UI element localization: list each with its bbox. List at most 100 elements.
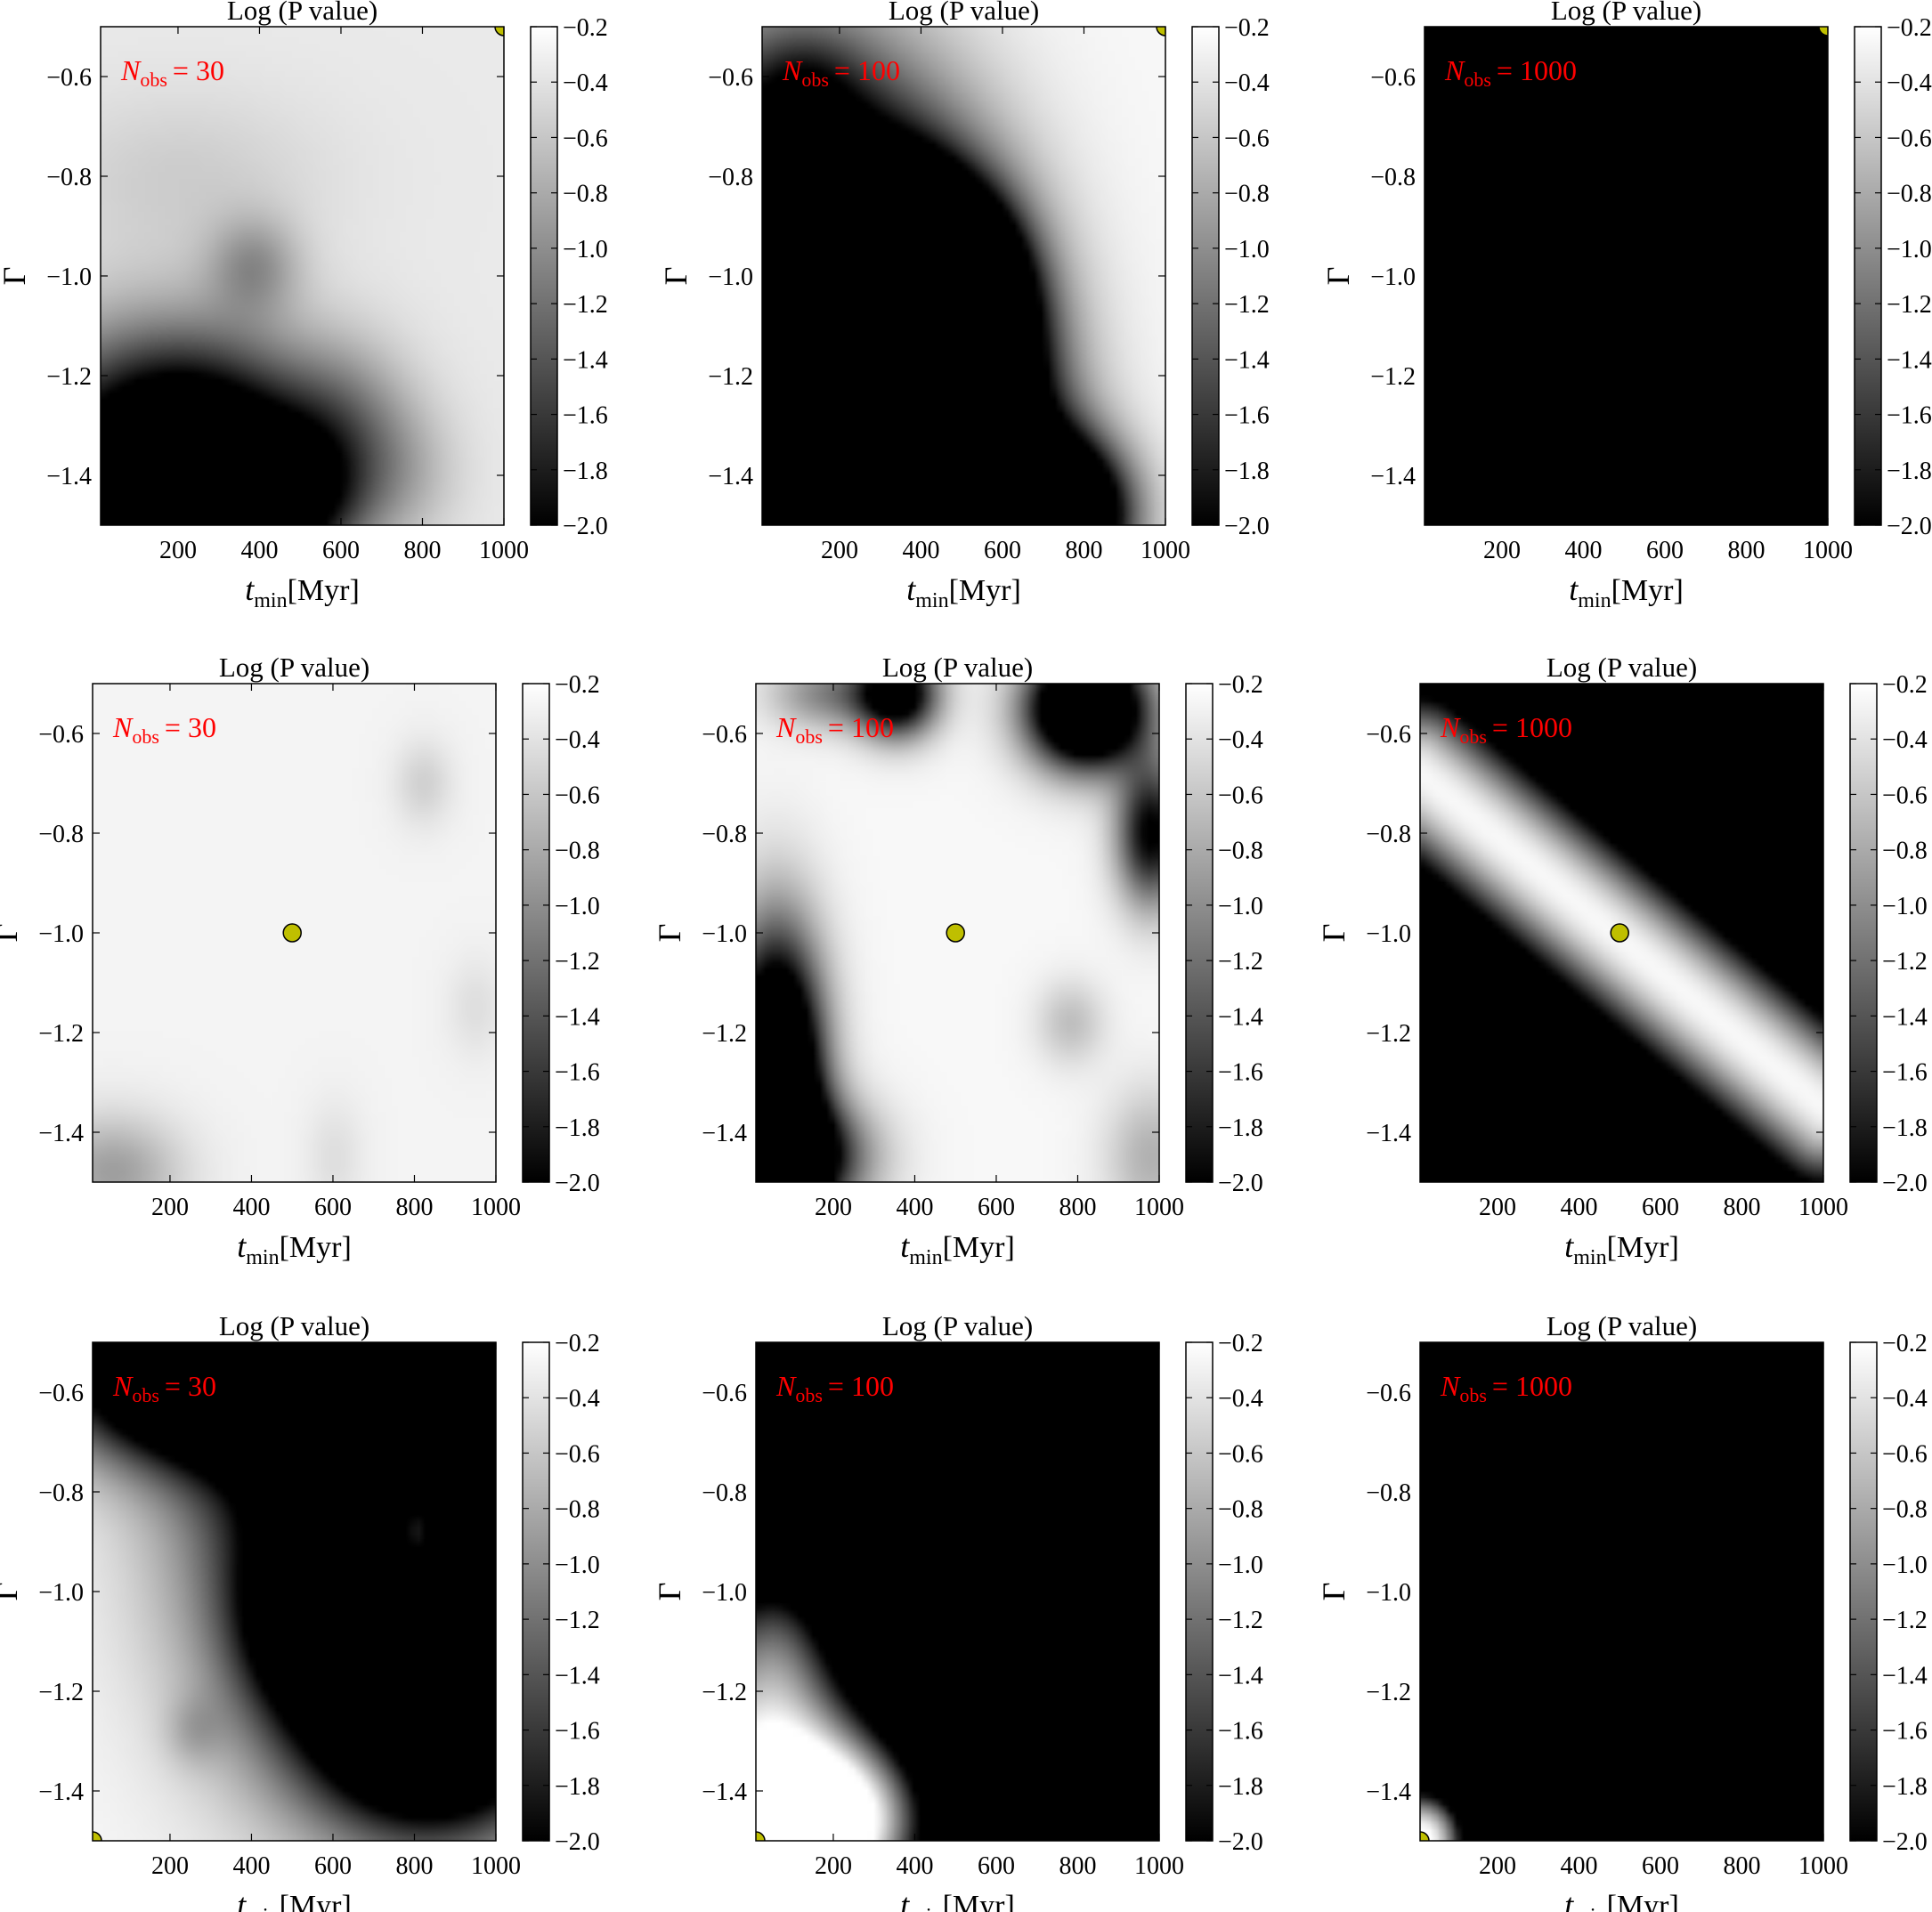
y-tick-label: −1.4 bbox=[702, 1778, 747, 1806]
y-tick-label: −1.0 bbox=[38, 920, 84, 948]
y-tick-label: −1.2 bbox=[46, 363, 92, 391]
colorbar-tick-label: −1.8 bbox=[555, 1773, 600, 1801]
nobs-annotation: Nobs = 1000 bbox=[1440, 1370, 1572, 1406]
subplot-r1-c2: 200 400 600 800 1000 −0.6 −0.8 −1.0 −1.2 −1.4 Log … bbox=[1316, 652, 1928, 1269]
colorbar bbox=[1849, 1341, 1878, 1842]
nobs-annotation: Nobs = 1000 bbox=[1444, 54, 1577, 91]
colorbar-tick-label: −1.6 bbox=[1224, 402, 1270, 430]
heatmap-image bbox=[762, 27, 1165, 525]
colorbar-tick-label: −0.6 bbox=[1887, 125, 1932, 152]
x-tick-label: 1000 bbox=[1798, 1194, 1848, 1221]
x-tick-label: 200 bbox=[821, 537, 858, 564]
colorbar-tick-label: −1.8 bbox=[563, 458, 608, 485]
y-tick-label: −1.0 bbox=[708, 263, 753, 291]
colorbar-tick-label: −1.8 bbox=[555, 1114, 600, 1142]
x-tick-label: 800 bbox=[1723, 1852, 1760, 1880]
y-tick-label: −1.2 bbox=[1366, 1020, 1411, 1048]
y-tick-label: −0.8 bbox=[46, 164, 92, 191]
colorbar-tick-label: −1.0 bbox=[1882, 1551, 1928, 1579]
chart-title: Log (P value) bbox=[889, 0, 1039, 26]
x-tick-label: 200 bbox=[815, 1194, 852, 1221]
true-parameter-marker bbox=[494, 27, 504, 36]
y-tick-label: −1.2 bbox=[708, 363, 753, 391]
y-tick-label: −1.2 bbox=[1366, 1679, 1411, 1706]
x-tick-label: 800 bbox=[1723, 1194, 1760, 1221]
colorbar-tick-label: −0.8 bbox=[1887, 181, 1932, 208]
colorbar-tick-label: −0.8 bbox=[1224, 181, 1270, 208]
colorbar-tick-label: −0.8 bbox=[1882, 838, 1928, 865]
y-tick-label: −1.0 bbox=[38, 1579, 84, 1607]
colorbar-tick-label: −1.8 bbox=[1224, 458, 1270, 485]
x-axis-label: tmin[Myr] bbox=[237, 1887, 352, 1912]
colorbar-tick-label: −1.0 bbox=[1218, 1551, 1263, 1579]
y-tick-label: −0.8 bbox=[702, 821, 747, 848]
y-tick-label: −1.4 bbox=[38, 1120, 84, 1147]
colorbar-tick-label: −2.0 bbox=[555, 1170, 600, 1197]
x-tick-label: 1000 bbox=[471, 1194, 521, 1221]
x-tick-label: 800 bbox=[395, 1194, 433, 1221]
x-tick-label: 400 bbox=[240, 537, 278, 564]
x-tick-label: 600 bbox=[1646, 537, 1684, 564]
subplot-r1-c0: 200 400 600 800 1000 −0.6 −0.8 −1.0 −1.2 −1.4 Log … bbox=[0, 652, 600, 1269]
colorbar-tick-label: −0.4 bbox=[555, 726, 600, 754]
y-tick-label: −1.2 bbox=[38, 1679, 84, 1706]
x-tick-label: 200 bbox=[159, 537, 197, 564]
x-tick-label: 200 bbox=[151, 1194, 189, 1221]
true-parameter-marker bbox=[946, 923, 965, 943]
colorbar-tick-label: −1.4 bbox=[1882, 1662, 1928, 1689]
colorbar-tick-label: −0.6 bbox=[555, 782, 600, 809]
colorbar-tick-label: −0.8 bbox=[555, 838, 600, 865]
y-tick-label: −1.0 bbox=[46, 263, 92, 291]
x-tick-label: 400 bbox=[1564, 537, 1602, 564]
x-axis-label: tmin[Myr] bbox=[1569, 571, 1684, 612]
x-tick-label: 1000 bbox=[1134, 1852, 1184, 1880]
colorbar-tick-label: −0.2 bbox=[555, 671, 600, 699]
nobs-annotation: Nobs = 30 bbox=[120, 54, 224, 91]
chart-title: Log (P value) bbox=[1551, 0, 1701, 26]
colorbar-tick-label: −0.4 bbox=[1218, 726, 1263, 754]
colorbar-tick-label: −1.4 bbox=[1224, 346, 1270, 374]
subplot-r1-c1: 200 400 600 800 1000 −0.6 −0.8 −1.0 −1.2 −1.4 Log … bbox=[652, 652, 1263, 1269]
heatmap-image bbox=[1425, 27, 1828, 525]
y-axis-label: Γ bbox=[1316, 924, 1352, 943]
colorbar-tick-label: −1.6 bbox=[563, 402, 608, 430]
colorbar bbox=[1185, 683, 1214, 1183]
chart-title: Log (P value) bbox=[227, 0, 377, 26]
y-axis-label: Γ bbox=[0, 267, 32, 286]
x-tick-label: 600 bbox=[978, 1852, 1015, 1880]
colorbar-tick-label: −0.8 bbox=[1218, 838, 1263, 865]
y-axis-label: Γ bbox=[658, 267, 694, 286]
true-parameter-marker bbox=[282, 923, 302, 943]
colorbar-tick-label: −0.8 bbox=[555, 1496, 600, 1524]
x-tick-label: 600 bbox=[1642, 1194, 1679, 1221]
x-tick-label: 1000 bbox=[1803, 537, 1853, 564]
y-tick-label: −0.8 bbox=[1366, 1479, 1411, 1507]
colorbar-tick-label: −0.2 bbox=[555, 1330, 600, 1357]
colorbar-tick-label: −2.0 bbox=[1882, 1170, 1928, 1197]
x-tick-label: 600 bbox=[984, 537, 1021, 564]
colorbar-tick-label: −0.8 bbox=[1218, 1496, 1263, 1524]
colorbar-tick-label: −1.2 bbox=[1887, 291, 1932, 319]
y-tick-label: −1.0 bbox=[1366, 920, 1411, 948]
y-tick-label: −1.0 bbox=[1366, 1579, 1411, 1607]
colorbar-tick-label: −0.6 bbox=[1882, 782, 1928, 809]
x-tick-label: 600 bbox=[978, 1194, 1015, 1221]
colorbar-tick-label: −0.2 bbox=[1882, 671, 1928, 699]
chart-title: Log (P value) bbox=[219, 1310, 369, 1341]
colorbar-tick-label: −0.4 bbox=[1224, 69, 1270, 97]
x-tick-label: 200 bbox=[815, 1852, 852, 1880]
colorbar-tick-label: −1.8 bbox=[1882, 1114, 1928, 1142]
colorbar-tick-label: −0.6 bbox=[1218, 1440, 1263, 1468]
colorbar-tick-label: −2.0 bbox=[1218, 1170, 1263, 1197]
colorbar-tick-label: −0.4 bbox=[1887, 69, 1932, 97]
x-tick-label: 1000 bbox=[1134, 1194, 1184, 1221]
y-tick-label: −1.2 bbox=[702, 1020, 747, 1048]
nobs-annotation: Nobs = 100 bbox=[775, 711, 894, 748]
colorbar bbox=[1854, 26, 1882, 526]
colorbar-tick-label: −0.2 bbox=[1218, 1330, 1263, 1357]
colorbar-tick-label: −1.2 bbox=[1218, 948, 1263, 976]
heatmap-image bbox=[1420, 1342, 1823, 1841]
colorbar-tick-label: −2.0 bbox=[1887, 513, 1932, 540]
colorbar-tick-label: −1.2 bbox=[1882, 948, 1928, 976]
